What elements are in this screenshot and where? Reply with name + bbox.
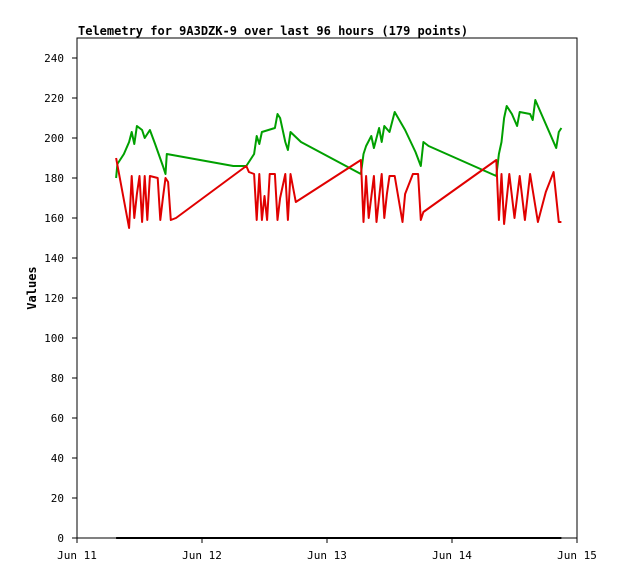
x-tick-label: Jun 15: [557, 549, 597, 562]
x-tick-label: Jun 12: [182, 549, 222, 562]
y-tick-label: 120: [44, 292, 64, 305]
y-tick-label: 180: [44, 172, 64, 185]
chart-title: Telemetry for 9A3DZK-9 over last 96 hour…: [78, 24, 468, 38]
y-tick-label: 80: [51, 372, 64, 385]
plot-area: [76, 37, 578, 539]
y-tick-label: 40: [51, 452, 64, 465]
y-tick-label: 240: [44, 52, 64, 65]
y-tick-label: 220: [44, 92, 64, 105]
y-tick-label: 160: [44, 212, 64, 225]
y-tick-label: 200: [44, 132, 64, 145]
x-tick-label: Jun 13: [307, 549, 347, 562]
y-tick-label: 20: [51, 492, 64, 505]
x-axis: Jun 11 Jun 12 Jun 13 Jun 14 Jun 15: [57, 538, 597, 562]
x-tick-label: Jun 14: [432, 549, 472, 562]
y-tick-label: 140: [44, 252, 64, 265]
series-group: [115, 99, 563, 539]
series-line-2: [115, 157, 562, 229]
y-axis-label: Values: [25, 266, 39, 309]
y-tick-label: 100: [44, 332, 64, 345]
x-tick-label: Jun 11: [57, 549, 97, 562]
y-tick-label: 0: [57, 532, 64, 545]
series-line-1: [115, 99, 563, 179]
y-tick-label: 60: [51, 412, 64, 425]
y-axis: 0 20 40 60 80 100 120 140 160 180 200 220 240: [44, 52, 77, 545]
